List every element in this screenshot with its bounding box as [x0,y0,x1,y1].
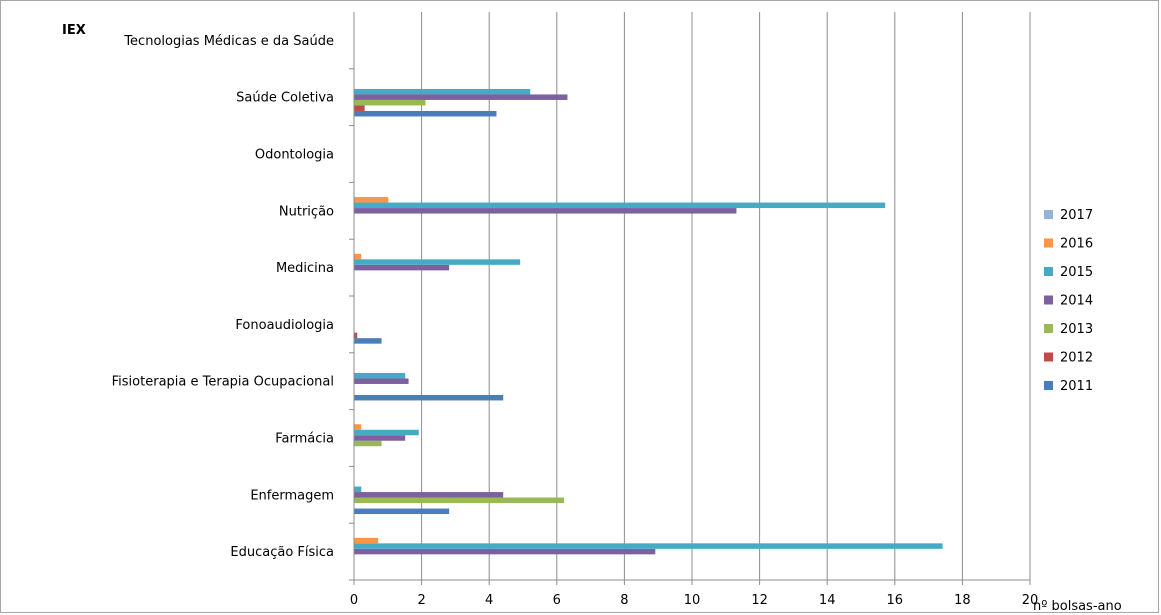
legend-label: 2013 [1060,322,1093,337]
legend-label: 2017 [1060,208,1093,223]
legend-swatch [1044,267,1053,276]
legend-label: 2014 [1060,294,1093,309]
bar [354,259,521,265]
bar [354,202,886,209]
bar [354,492,504,498]
axes [349,12,1031,585]
x-tick-labels: 0 2 4 6 8 10 12 14 16 18 20 [350,593,1038,608]
category-label: Fisioterapia e Terapia Ocupacional [112,375,334,390]
chart-title: IEX [62,23,86,38]
bar [354,110,497,117]
bar [354,440,382,447]
bar [354,543,943,549]
category-labels: Educação Física Enfermagem Farmácia Fisiote… [112,34,334,560]
x-axis-label: nº bolsas-ano [1033,599,1122,614]
x-tick-label: 2 [417,593,425,608]
category-label: Educação Física [230,545,334,560]
x-tick-label: 8 [620,593,628,608]
bar [354,429,419,436]
x-tick-label: 4 [485,593,493,608]
legend-swatch [1044,352,1053,362]
category-label: Fonoaudiologia [235,318,334,333]
bar [354,378,409,384]
x-tick-label: 18 [954,593,971,608]
bar [354,208,737,214]
bar [354,253,362,260]
category-label: Tecnologias Médicas e da Saúde [123,34,334,49]
category-label: Medicina [276,261,334,276]
bar [354,264,450,271]
bar [354,105,365,111]
bar [354,497,565,504]
bar [354,508,450,515]
legend-swatch [1044,238,1053,248]
bars [354,88,943,555]
legend: 2017 2016 2015 2014 2013 2012 2011 [1044,208,1093,394]
bar [354,197,389,203]
bar [354,394,504,401]
bar [354,88,531,95]
category-label: Nutrição [279,204,334,219]
bar [354,332,358,339]
x-tick-label: 6 [553,593,561,608]
bar [354,372,406,379]
legend-label: 2015 [1060,265,1093,280]
grid-lines [421,12,1031,580]
category-label: Enfermagem [250,488,334,503]
bar [354,94,568,100]
x-tick-label: 12 [751,593,768,608]
legend-label: 2012 [1060,351,1093,366]
legend-swatch [1044,210,1053,219]
x-tick-label: 10 [684,593,701,608]
legend-label: 2016 [1060,237,1093,252]
bar [354,338,382,344]
bar [354,424,362,430]
x-tick-label: 14 [819,593,836,608]
bar [354,486,362,493]
legend-swatch [1044,324,1053,333]
bar [354,99,426,106]
bar [354,548,656,555]
x-tick-label: 20 [1022,593,1039,608]
x-tick-label: 0 [350,593,358,608]
legend-label: 2011 [1060,379,1093,394]
x-tick-label: 16 [887,593,904,608]
bar [354,537,379,544]
legend-swatch [1044,381,1053,390]
category-label: Saúde Coletiva [236,91,334,106]
category-label: Farmácia [275,432,334,447]
legend-swatch [1044,295,1053,305]
bar [354,435,406,441]
category-label: Odontologia [255,148,334,163]
